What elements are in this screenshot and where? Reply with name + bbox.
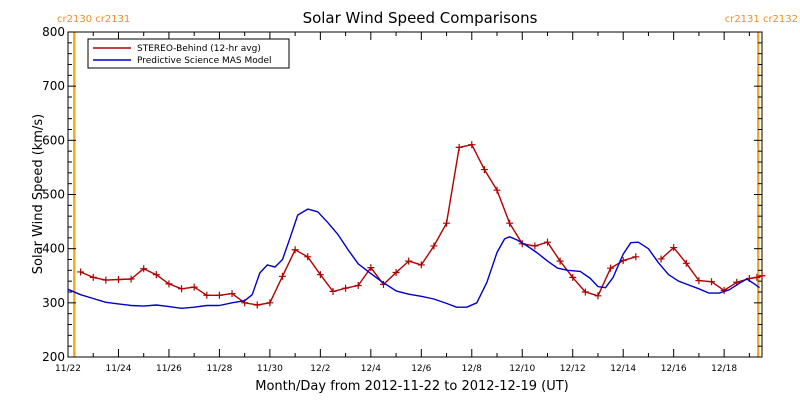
- data-point: [556, 257, 564, 265]
- data-point: [342, 284, 350, 292]
- series-layer: [67, 141, 766, 309]
- data-point: [506, 219, 514, 227]
- data-point: [758, 272, 766, 280]
- data-point: [392, 269, 400, 276]
- series-line: [80, 143, 637, 306]
- y-axis: 200 300 400 500 600 700 800: [42, 25, 762, 364]
- carrington-marker-label: cr2130 cr2131: [57, 14, 130, 25]
- data-point: [569, 273, 577, 281]
- data-point: [670, 244, 678, 252]
- data-point: [190, 283, 198, 291]
- data-point: [753, 273, 761, 281]
- data-point: [329, 287, 337, 295]
- legend-label-mas: Predictive Science MAS Model: [137, 56, 272, 66]
- chart-title: Solar Wind Speed Comparisons: [303, 9, 538, 27]
- data-point: [127, 275, 135, 283]
- legend-box: [87, 38, 290, 69]
- data-point: [152, 271, 160, 279]
- data-point: [77, 268, 85, 276]
- y-tick-label: 700: [42, 79, 65, 93]
- x-tick-label: 12/10: [509, 364, 535, 374]
- y-tick-label: 800: [42, 25, 65, 39]
- data-point: [455, 143, 463, 151]
- data-point: [215, 291, 223, 299]
- data-point: [594, 292, 602, 300]
- data-point: [89, 273, 97, 281]
- x-tick-label: 12/16: [661, 364, 687, 374]
- data-point: [102, 276, 110, 284]
- data-point: [266, 299, 274, 307]
- data-point: [695, 277, 703, 285]
- data-point: [367, 264, 375, 272]
- data-point: [682, 259, 690, 267]
- carrington-marker-label: cr2131 cr2132: [725, 14, 798, 25]
- data-point: [581, 288, 589, 296]
- data-point: [430, 242, 438, 250]
- x-tick-label: 12/18: [711, 364, 737, 374]
- y-tick-label: 500: [42, 188, 65, 202]
- data-point: [607, 264, 615, 272]
- data-point: [531, 242, 539, 250]
- data-point: [203, 291, 211, 299]
- data-point: [708, 278, 716, 286]
- legend: STEREO-Behind (12-hr avg) Predictive Sci…: [87, 38, 290, 69]
- y-tick-label: 600: [42, 133, 65, 147]
- x-axis: 11/22 11/24 11/26 11/28 11/30 12/2 12/4 12/6 12/…: [55, 32, 750, 374]
- data-point: [443, 219, 451, 227]
- data-point: [632, 253, 640, 261]
- plot-frame: [67, 31, 763, 358]
- data-point: [480, 166, 488, 174]
- data-point: [291, 246, 299, 254]
- data-point: [140, 265, 148, 273]
- x-tick-label: 12/8: [462, 364, 482, 374]
- x-tick-label: 11/22: [55, 364, 81, 374]
- data-point: [468, 141, 476, 149]
- y-tick-label: 400: [42, 242, 65, 256]
- y-tick-label: 300: [42, 296, 65, 310]
- data-point: [279, 272, 287, 280]
- data-point: [253, 301, 261, 309]
- data-point: [178, 285, 186, 293]
- x-tick-label: 12/14: [610, 364, 636, 374]
- x-tick-label: 12/4: [361, 364, 381, 374]
- series-0: [77, 141, 766, 309]
- y-axis-label: Solar Wind Speed (km/s): [31, 114, 46, 274]
- data-point: [493, 186, 501, 194]
- x-tick-label: 11/28: [206, 364, 232, 374]
- data-point: [543, 238, 551, 246]
- x-tick-label: 12/12: [560, 364, 586, 374]
- data-point: [304, 253, 312, 261]
- legend-label-stereo: STEREO-Behind (12-hr avg): [137, 44, 261, 54]
- data-point: [165, 280, 173, 288]
- data-point: [405, 257, 413, 265]
- x-tick-label: 11/24: [106, 364, 132, 374]
- x-tick-label: 12/6: [411, 364, 431, 374]
- data-point: [114, 276, 122, 284]
- plot-area: [67, 31, 763, 358]
- data-point: [657, 255, 665, 263]
- x-axis-label: Month/Day from 2012-11-22 to 2012-12-19 …: [255, 379, 568, 394]
- x-tick-label: 12/2: [310, 364, 330, 374]
- data-point: [417, 261, 425, 269]
- series-line: [67, 208, 760, 309]
- x-tick-label: 11/30: [257, 364, 283, 374]
- data-point: [354, 282, 362, 289]
- data-point: [228, 290, 236, 298]
- x-tick-label: 11/26: [156, 364, 182, 374]
- series-line: [660, 246, 763, 292]
- y-tick-label: 200: [42, 350, 65, 364]
- data-point: [316, 271, 324, 279]
- series-1: [67, 208, 760, 309]
